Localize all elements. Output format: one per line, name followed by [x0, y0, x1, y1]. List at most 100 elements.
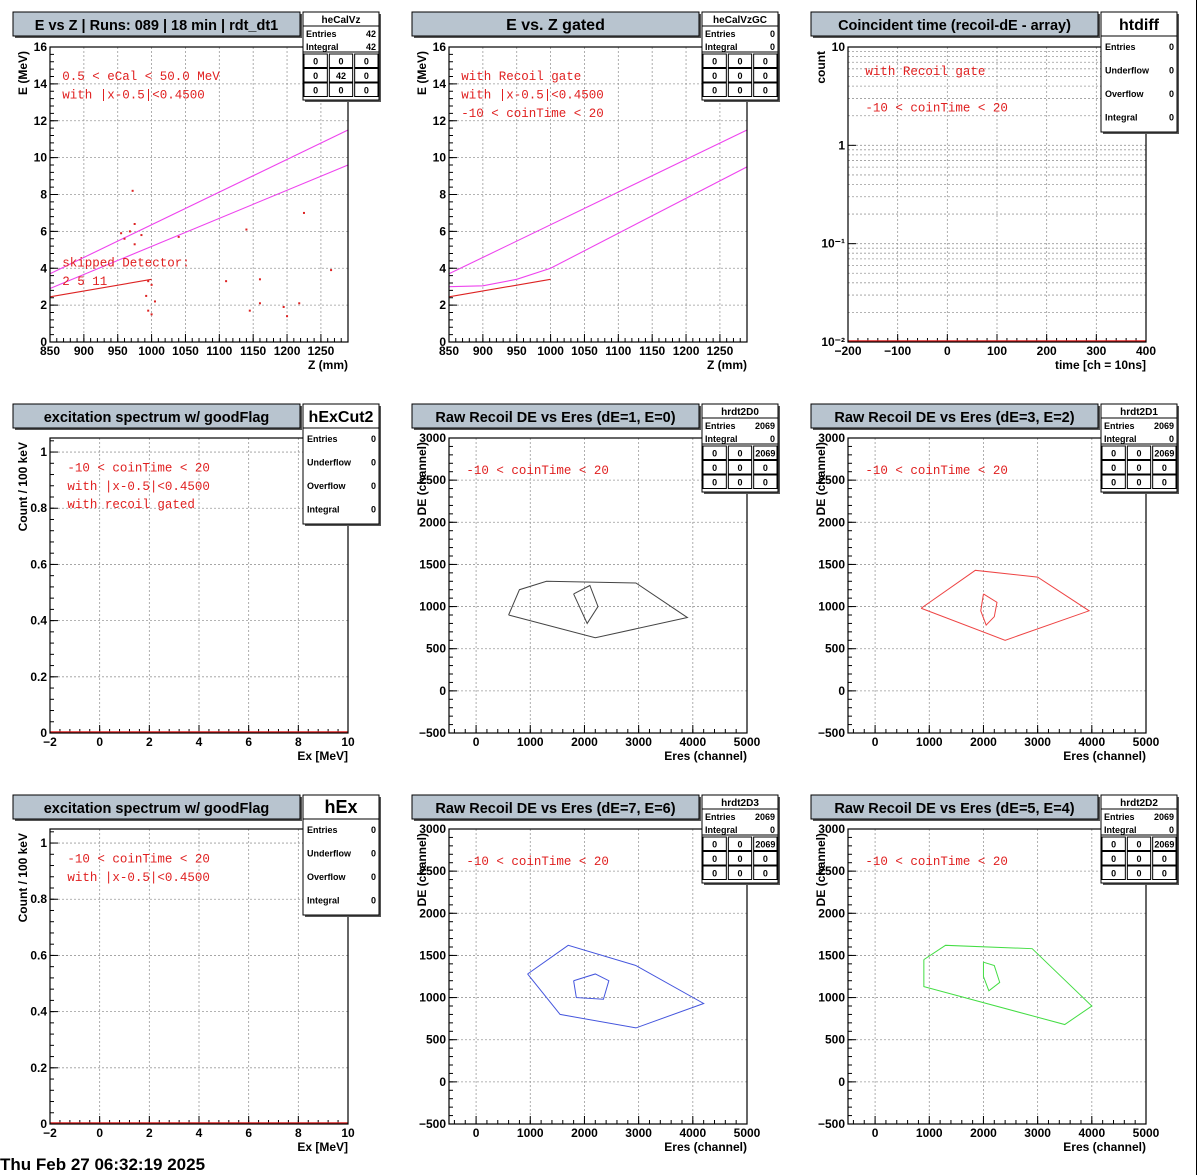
x-tick-label: 6	[245, 1126, 252, 1140]
chart-pad8: 0 1000 2000 3000 4000 5000 −500 0 500 1000 1500 200…	[411, 794, 780, 1154]
stats-cell	[1101, 865, 1126, 880]
title-box	[810, 403, 1099, 429]
y-tick-label: 8	[439, 188, 446, 202]
stats-cell	[1101, 445, 1126, 460]
stats-cell-value: 0	[737, 57, 742, 67]
annotation-text: -10 < coinTime < 20	[466, 855, 609, 869]
x-tick-label: 3000	[1024, 735, 1051, 749]
chart-pad1: 850 900 950 1000 1050 1100 1150 1200 12500246810…	[12, 11, 381, 372]
stats-row-value: 0	[1169, 66, 1174, 76]
y-tick-label: 1500	[818, 948, 845, 962]
x-tick-label: 8	[295, 735, 302, 749]
stats-row-value: 0	[371, 825, 376, 835]
stats-row-label: Entries	[1104, 421, 1135, 431]
stats-row-value: 2069	[755, 812, 775, 822]
stats-cell-value: 0	[763, 869, 768, 879]
data-point	[298, 302, 301, 305]
stats-box: hExCut2 Entries 0 Underflow 0 Overflow 0 Integr…	[302, 403, 381, 526]
y-gridlines	[848, 51, 1146, 313]
stats-cell-value: 0	[1136, 478, 1141, 488]
y-tick-label: 1500	[818, 557, 845, 571]
y-tick-label: 2500	[419, 864, 446, 878]
stats-cell-value: 0	[737, 854, 742, 864]
stats-cell	[1126, 851, 1152, 866]
x-tick-label: 2000	[571, 1126, 598, 1140]
y-tick-label: 10	[433, 151, 447, 165]
footer-timestamp: Thu Feb 27 06:32:19 2025	[0, 1155, 206, 1174]
y-tick-label: 500	[825, 642, 845, 656]
annotation-text: with Recoil gate	[865, 65, 985, 79]
stats-cell	[727, 82, 753, 97]
x-tick-label: 0	[473, 735, 480, 749]
stats-cell	[753, 460, 778, 475]
x-tick-label: −2	[43, 735, 57, 749]
stats-cell	[328, 68, 354, 83]
data-line	[448, 129, 748, 275]
plot-frame	[49, 437, 349, 734]
graphical-cut	[923, 944, 1093, 1026]
graphical-cut	[982, 961, 1001, 992]
x-gridlines	[83, 47, 322, 342]
x-tick-label: 900	[473, 344, 493, 358]
x-gridlines	[475, 829, 694, 1124]
stats-cell	[727, 836, 753, 851]
stats-row-value: 0	[770, 825, 775, 835]
stats-cell	[702, 851, 727, 866]
stats-cell-value: 0	[763, 854, 768, 864]
y-axis-title: DE (channel)	[814, 833, 828, 906]
data-line	[448, 278, 551, 298]
stats-cell	[753, 474, 778, 489]
x-tick-label: 0	[872, 735, 879, 749]
stats-cell-value: 0	[313, 86, 318, 96]
stats-row-label: Entries	[1104, 812, 1135, 822]
stats-row-value: 0	[371, 896, 376, 906]
y-tick-label: 1000	[419, 600, 446, 614]
stats-cell	[1152, 474, 1177, 489]
chart-pad4: −2 0 2 4 6 8 1000.20.40.60.81-10 < coinTime < …	[12, 403, 381, 763]
stats-cell-value: 0	[712, 463, 717, 473]
x-tick-label: 3000	[625, 735, 652, 749]
x-tick-label: 0	[872, 1126, 879, 1140]
y-tick-label: 0.8	[30, 501, 47, 515]
chart-title: Raw Recoil DE vs Eres (dE=1, E=0)	[435, 410, 675, 426]
y-axis-title: Count / 100 keV	[16, 442, 30, 531]
title-box	[411, 11, 700, 37]
chart-title: Raw Recoil DE vs Eres (dE=3, E=2)	[834, 410, 1074, 426]
stats-cell-value: 0	[1136, 854, 1141, 864]
stats-cell-value: 0	[737, 86, 742, 96]
stats-cell-value: 0	[338, 57, 343, 67]
data-line	[49, 129, 349, 275]
y-tick-label: 2	[439, 298, 446, 312]
x-tick-label: 0	[96, 1126, 103, 1140]
data-point	[133, 243, 136, 246]
data-point	[140, 234, 143, 237]
stats-cell-value: 0	[712, 86, 717, 96]
stats-cell	[1101, 460, 1126, 475]
x-tick-label: 1000	[537, 344, 564, 358]
stats-row-value: 0	[371, 481, 376, 491]
stats-row-value: 0	[371, 434, 376, 444]
annotation-text: -10 < coinTime < 20	[865, 855, 1008, 869]
plot-frame	[448, 828, 748, 1125]
stats-row-value: 0	[1169, 434, 1174, 444]
stats-name: heCalVz	[322, 15, 361, 26]
y-gridlines	[848, 479, 1146, 692]
data-line	[49, 164, 349, 290]
plot-frame	[847, 828, 1147, 1125]
stats-name: hrdt2D2	[1120, 798, 1158, 809]
title-box	[12, 403, 301, 429]
y-tick-label: 0	[838, 684, 845, 698]
y-tick-label: 0.2	[30, 1061, 47, 1075]
stats-cell-value: 0	[712, 854, 717, 864]
stats-cell-value: 0	[1111, 854, 1116, 864]
chart-title: E vs Z | Runs: 089 | 18 min | rdt_dt1	[35, 18, 278, 34]
y-tick-label: 14	[34, 77, 48, 91]
y-tick-label: 10	[832, 40, 846, 54]
stats-row-value: 42	[366, 29, 376, 39]
y-tick-label: 1000	[818, 991, 845, 1005]
title-box	[810, 794, 1099, 820]
x-tick-label: 10	[341, 1126, 355, 1140]
x-tick-label: 2000	[571, 735, 598, 749]
stats-row-label: Underflow	[307, 849, 352, 859]
